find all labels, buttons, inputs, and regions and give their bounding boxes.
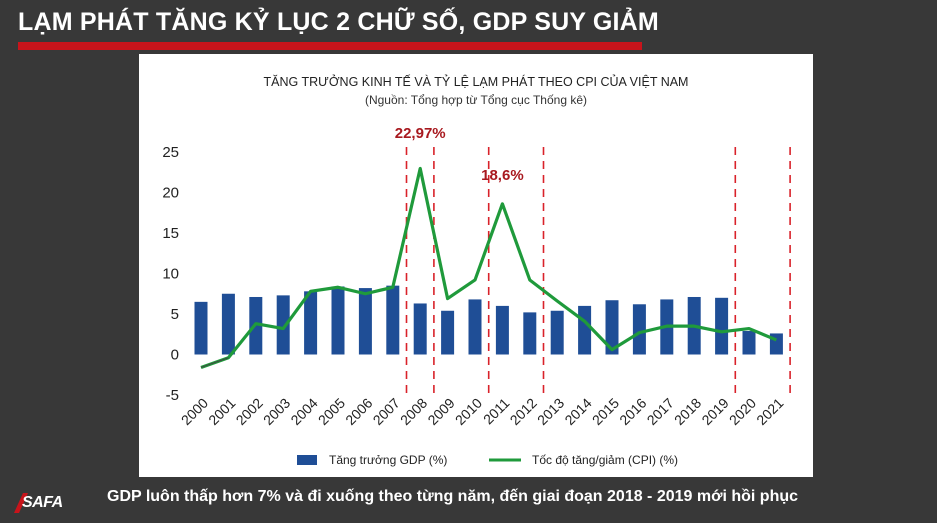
cpi-line-start-segment [200, 357, 229, 368]
x-tick-label: 2021 [753, 395, 786, 428]
x-tick-label: 2011 [480, 395, 513, 428]
y-axis: -5 0 5 10 15 20 25 [162, 144, 179, 404]
x-tick-label: 2010 [452, 395, 485, 428]
x-tick-label: 2005 [315, 395, 348, 428]
x-tick-label: 2004 [287, 395, 320, 428]
x-tick-label: 2017 [644, 395, 677, 428]
gdp-bar [358, 288, 372, 355]
gdp-bar [413, 303, 427, 355]
x-tick-label: 2019 [698, 395, 731, 428]
gdp-bar [386, 285, 400, 355]
gdp-bar [578, 305, 592, 355]
bar-series [194, 285, 783, 355]
headline-underline [18, 42, 642, 50]
gdp-bar [468, 299, 482, 355]
combo-chart: TĂNG TRƯỞNG KINH TẾ VÀ TỶ LỆ LẠM PHÁT TH… [162, 74, 791, 467]
y-tick-label: 15 [162, 225, 179, 242]
x-tick-label: 2020 [726, 395, 759, 428]
gdp-bar [632, 304, 646, 355]
legend-label-gdp: Tăng trưởng GDP (%) [329, 453, 447, 467]
cpi-line [200, 166, 778, 369]
gdp-bar [441, 310, 455, 355]
gdp-bar [304, 291, 318, 355]
gdp-bar [742, 331, 756, 355]
x-tick-label: 2014 [561, 395, 594, 428]
gdp-bar [276, 295, 290, 355]
logo-text: SAFA [22, 494, 63, 511]
caption: GDP luôn thấp hơn 7% và đi xuống theo từ… [107, 488, 799, 505]
legend-label-cpi: Tốc độ tăng/giảm (CPI) (%) [532, 453, 678, 467]
x-tick-label: 2009 [424, 395, 457, 428]
x-tick-label: 2016 [616, 395, 649, 428]
gdp-bar [221, 293, 235, 355]
annotation-label: 22,97% [395, 125, 446, 142]
headline: LẠM PHÁT TĂNG KỶ LỤC 2 CHỮ SỐ, GDP SUY G… [18, 8, 659, 36]
annotation-label: 18,6% [481, 167, 524, 184]
x-tick-label: 2006 [342, 395, 375, 428]
x-tick-label: 2013 [534, 395, 567, 428]
y-tick-label: 20 [162, 185, 179, 202]
x-tick-label: 2012 [507, 395, 540, 428]
x-tick-label: 2018 [671, 395, 704, 428]
y-tick-label: 5 [171, 306, 179, 323]
logo-mark-icon [14, 493, 28, 513]
chart-subtitle: (Nguồn: Tổng hợp từ Tổng cục Thống kê) [365, 93, 587, 107]
marker-lines [405, 147, 791, 395]
legend: Tăng trưởng GDP (%) Tốc độ tăng/giảm (CPI… [297, 453, 678, 467]
gdp-bar [715, 297, 729, 355]
x-tick-label: 2002 [233, 395, 266, 428]
gdp-bar [523, 312, 537, 355]
y-tick-label: 10 [162, 266, 179, 283]
y-tick-label: 25 [162, 144, 179, 161]
x-tick-label: 2001 [205, 395, 238, 428]
x-tick-label: 2003 [260, 395, 293, 428]
x-tick-label: 2000 [178, 395, 211, 428]
y-tick-label: -5 [166, 387, 179, 404]
gdp-bar [550, 310, 564, 355]
gdp-bar [605, 300, 619, 355]
chart-title: TĂNG TRƯỞNG KINH TẾ VÀ TỶ LỆ LẠM PHÁT TH… [264, 74, 689, 89]
y-tick-label: 0 [171, 347, 179, 364]
gdp-bar [495, 305, 509, 355]
gdp-bar [194, 301, 208, 355]
chart-panel: TĂNG TRƯỞNG KINH TẾ VÀ TỶ LỆ LẠM PHÁT TH… [139, 54, 813, 477]
legend-swatch-gdp [297, 455, 317, 465]
x-axis: 2000200120022003200420052006200720082009… [178, 395, 787, 428]
gdp-bar [331, 286, 345, 355]
x-tick-label: 2007 [370, 395, 403, 428]
brand-logo: SAFA [12, 490, 76, 518]
x-tick-label: 2015 [589, 395, 622, 428]
annotations: 22,97% 18,6% [395, 125, 524, 184]
line-series [200, 166, 778, 369]
x-tick-label: 2008 [397, 395, 430, 428]
